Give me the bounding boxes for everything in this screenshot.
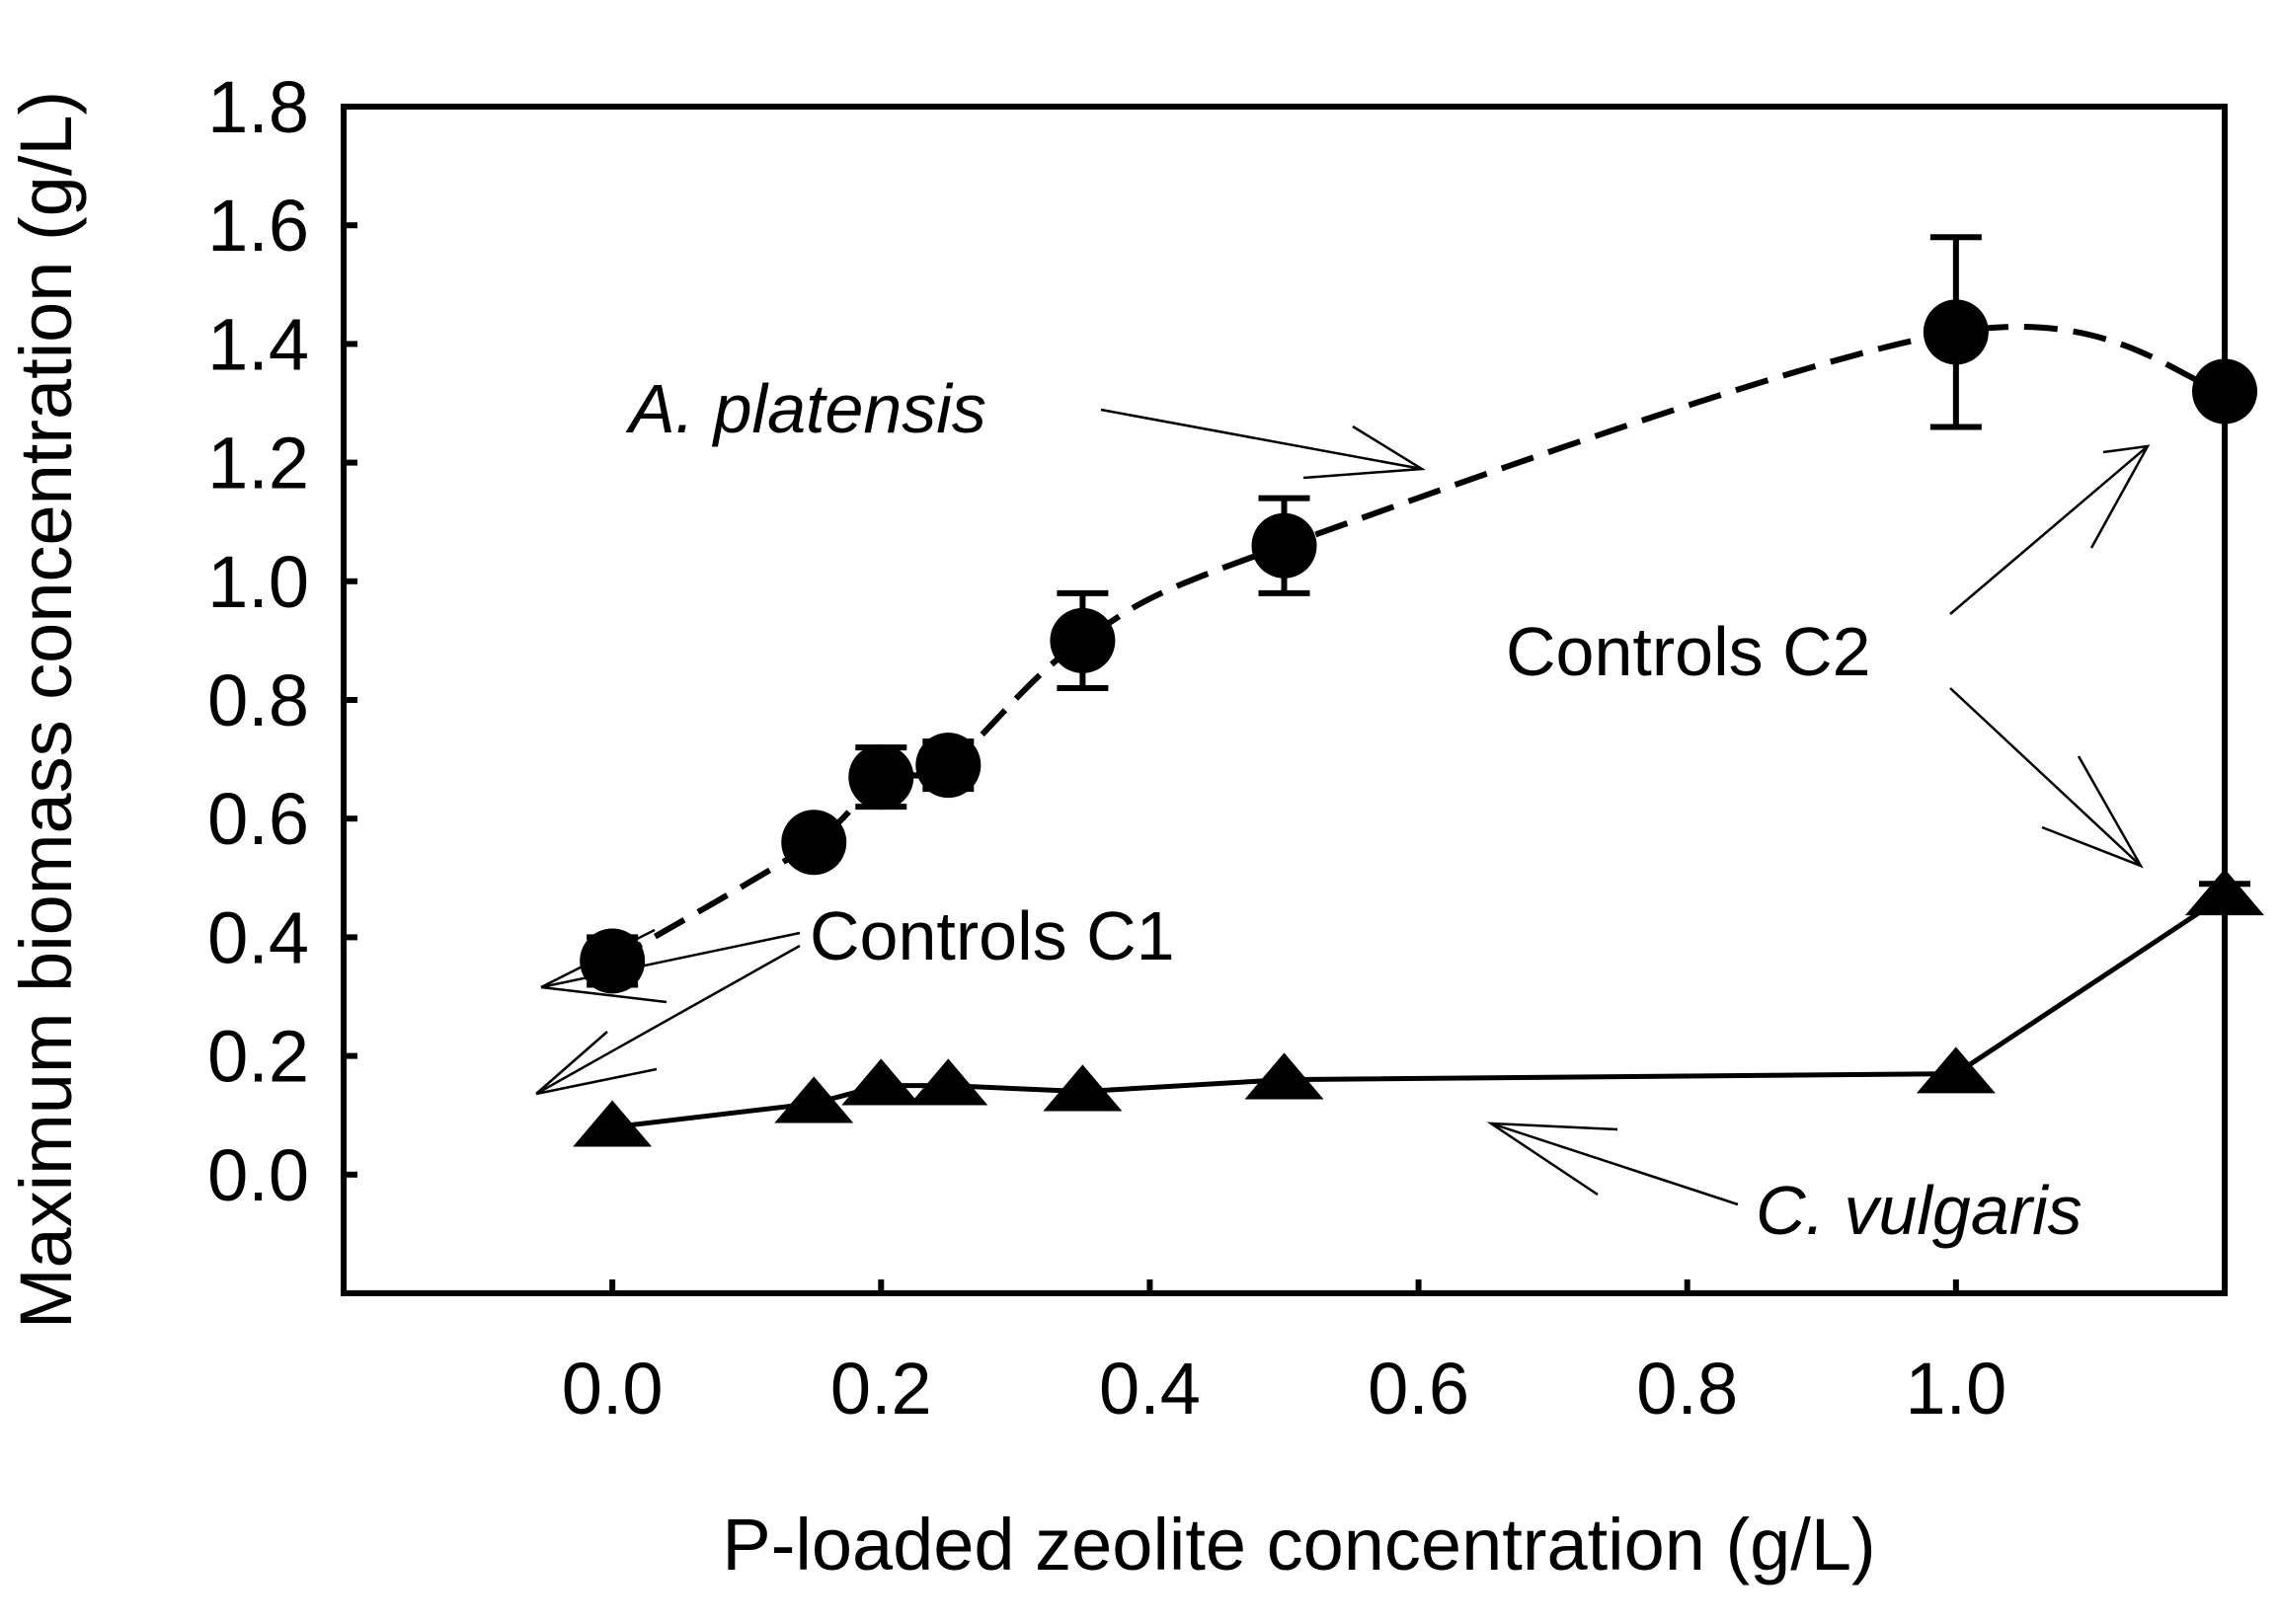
x-tick-label: 0.2	[830, 1348, 932, 1430]
data-point-c-vulgaris	[841, 1058, 921, 1106]
data-point-c-vulgaris	[1916, 1046, 1996, 1094]
x-tick-label: 0.8	[1636, 1348, 1738, 1430]
annotation-controls-c2: Controls C2	[1506, 613, 1871, 690]
series-markers	[573, 299, 2264, 1147]
x-axis-title: P-loaded zeolite concentration (g/L)	[722, 1504, 1875, 1585]
x-tick-label: 0.6	[1368, 1348, 1469, 1430]
annotation-c-vulgaris: C. vulgaris	[1756, 1172, 2083, 1249]
y-tick-label: 0.6	[207, 778, 309, 860]
y-tick-label: 0.2	[207, 1016, 309, 1098]
y-tick-label: 0.8	[207, 659, 309, 741]
data-point-c-vulgaris	[908, 1058, 988, 1106]
y-tick-label: 0.0	[207, 1134, 309, 1216]
y-axis-title: Maximum biomass concentration (g/L)	[5, 91, 87, 1329]
x-tick-label: 1.0	[1905, 1348, 2006, 1430]
annotation-controls-c1: Controls C1	[810, 897, 1175, 974]
x-tick-label: 0.0	[562, 1348, 664, 1430]
y-axis-ticks: 0.0 0.2 0.4 0.6 0.8 1.0 1.2 1.4 1.6 1.8	[207, 66, 357, 1216]
data-point-c-vulgaris	[573, 1100, 653, 1147]
y-tick-label: 0.4	[207, 896, 309, 978]
data-point-a-platensis	[848, 744, 914, 811]
data-point-a-platensis	[1251, 512, 1317, 579]
y-tick-label: 1.2	[207, 423, 309, 504]
y-tick-label: 1.4	[207, 303, 309, 385]
plot-area: 0.0 0.2 0.4 0.6 0.8 1.0 0.0 0.2 0.4 0.6 0.8 1.0 1.2…	[207, 66, 2264, 1430]
x-axis-ticks: 0.0 0.2 0.4 0.6 0.8 1.0	[562, 1279, 2006, 1430]
annotation-a-platensis: A. platensis	[625, 370, 986, 447]
data-point-c-vulgaris	[774, 1076, 854, 1123]
data-point-a-platensis	[1923, 299, 1989, 365]
data-point-a-platensis	[781, 810, 847, 876]
data-point-a-platensis	[915, 733, 982, 799]
data-point-a-platensis	[1050, 607, 1116, 673]
data-point-c-vulgaris	[1043, 1064, 1123, 1112]
data-point-a-platensis	[580, 928, 646, 994]
annotation-arrows	[535, 408, 2151, 1206]
y-tick-label: 1.8	[207, 66, 309, 148]
y-tick-label: 1.0	[207, 541, 309, 623]
data-point-c-vulgaris	[1244, 1052, 1324, 1100]
y-tick-label: 1.6	[207, 185, 309, 267]
x-tick-label: 0.4	[1099, 1348, 1201, 1430]
plot-frame	[341, 104, 2228, 1296]
